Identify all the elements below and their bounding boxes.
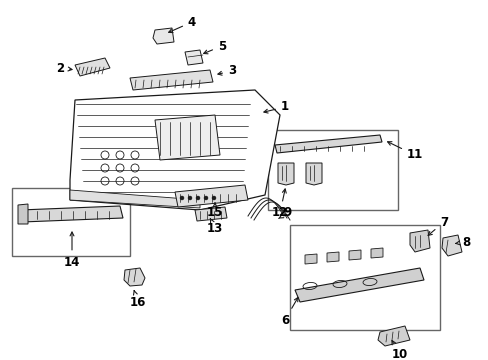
Bar <box>267 130 397 210</box>
Polygon shape <box>155 115 220 160</box>
Text: 4: 4 <box>168 15 196 32</box>
Polygon shape <box>348 250 360 260</box>
Text: 1: 1 <box>264 100 288 113</box>
Text: 16: 16 <box>129 291 146 310</box>
Polygon shape <box>274 135 381 153</box>
Polygon shape <box>153 28 174 44</box>
Text: 11: 11 <box>387 142 422 162</box>
Polygon shape <box>175 185 247 207</box>
Polygon shape <box>130 70 213 90</box>
Polygon shape <box>278 163 293 185</box>
Text: 10: 10 <box>391 341 407 360</box>
Bar <box>289 225 439 330</box>
Polygon shape <box>294 268 423 302</box>
Polygon shape <box>305 163 321 185</box>
Text: 6: 6 <box>280 297 297 327</box>
Polygon shape <box>377 326 409 346</box>
Polygon shape <box>305 254 316 264</box>
Polygon shape <box>409 230 429 252</box>
Polygon shape <box>20 206 123 222</box>
Text: 14: 14 <box>63 232 80 269</box>
Text: 13: 13 <box>206 219 223 234</box>
Text: 9: 9 <box>278 207 291 220</box>
Text: 5: 5 <box>203 40 225 54</box>
Polygon shape <box>370 248 382 258</box>
Circle shape <box>187 196 192 200</box>
Polygon shape <box>70 190 200 208</box>
Circle shape <box>212 196 216 200</box>
Polygon shape <box>124 268 145 286</box>
Text: 8: 8 <box>455 235 469 248</box>
Text: 15: 15 <box>206 203 223 220</box>
Text: 12: 12 <box>271 189 287 220</box>
Text: 7: 7 <box>427 216 447 235</box>
Polygon shape <box>18 204 28 224</box>
Text: 2: 2 <box>56 62 72 75</box>
Bar <box>12 188 130 256</box>
Circle shape <box>196 196 200 200</box>
Circle shape <box>203 196 207 200</box>
Polygon shape <box>195 207 226 221</box>
Circle shape <box>180 196 183 200</box>
Polygon shape <box>326 252 338 262</box>
Polygon shape <box>184 50 203 65</box>
Text: 3: 3 <box>218 64 236 77</box>
Polygon shape <box>75 58 110 76</box>
Polygon shape <box>441 235 461 256</box>
Polygon shape <box>70 90 280 210</box>
